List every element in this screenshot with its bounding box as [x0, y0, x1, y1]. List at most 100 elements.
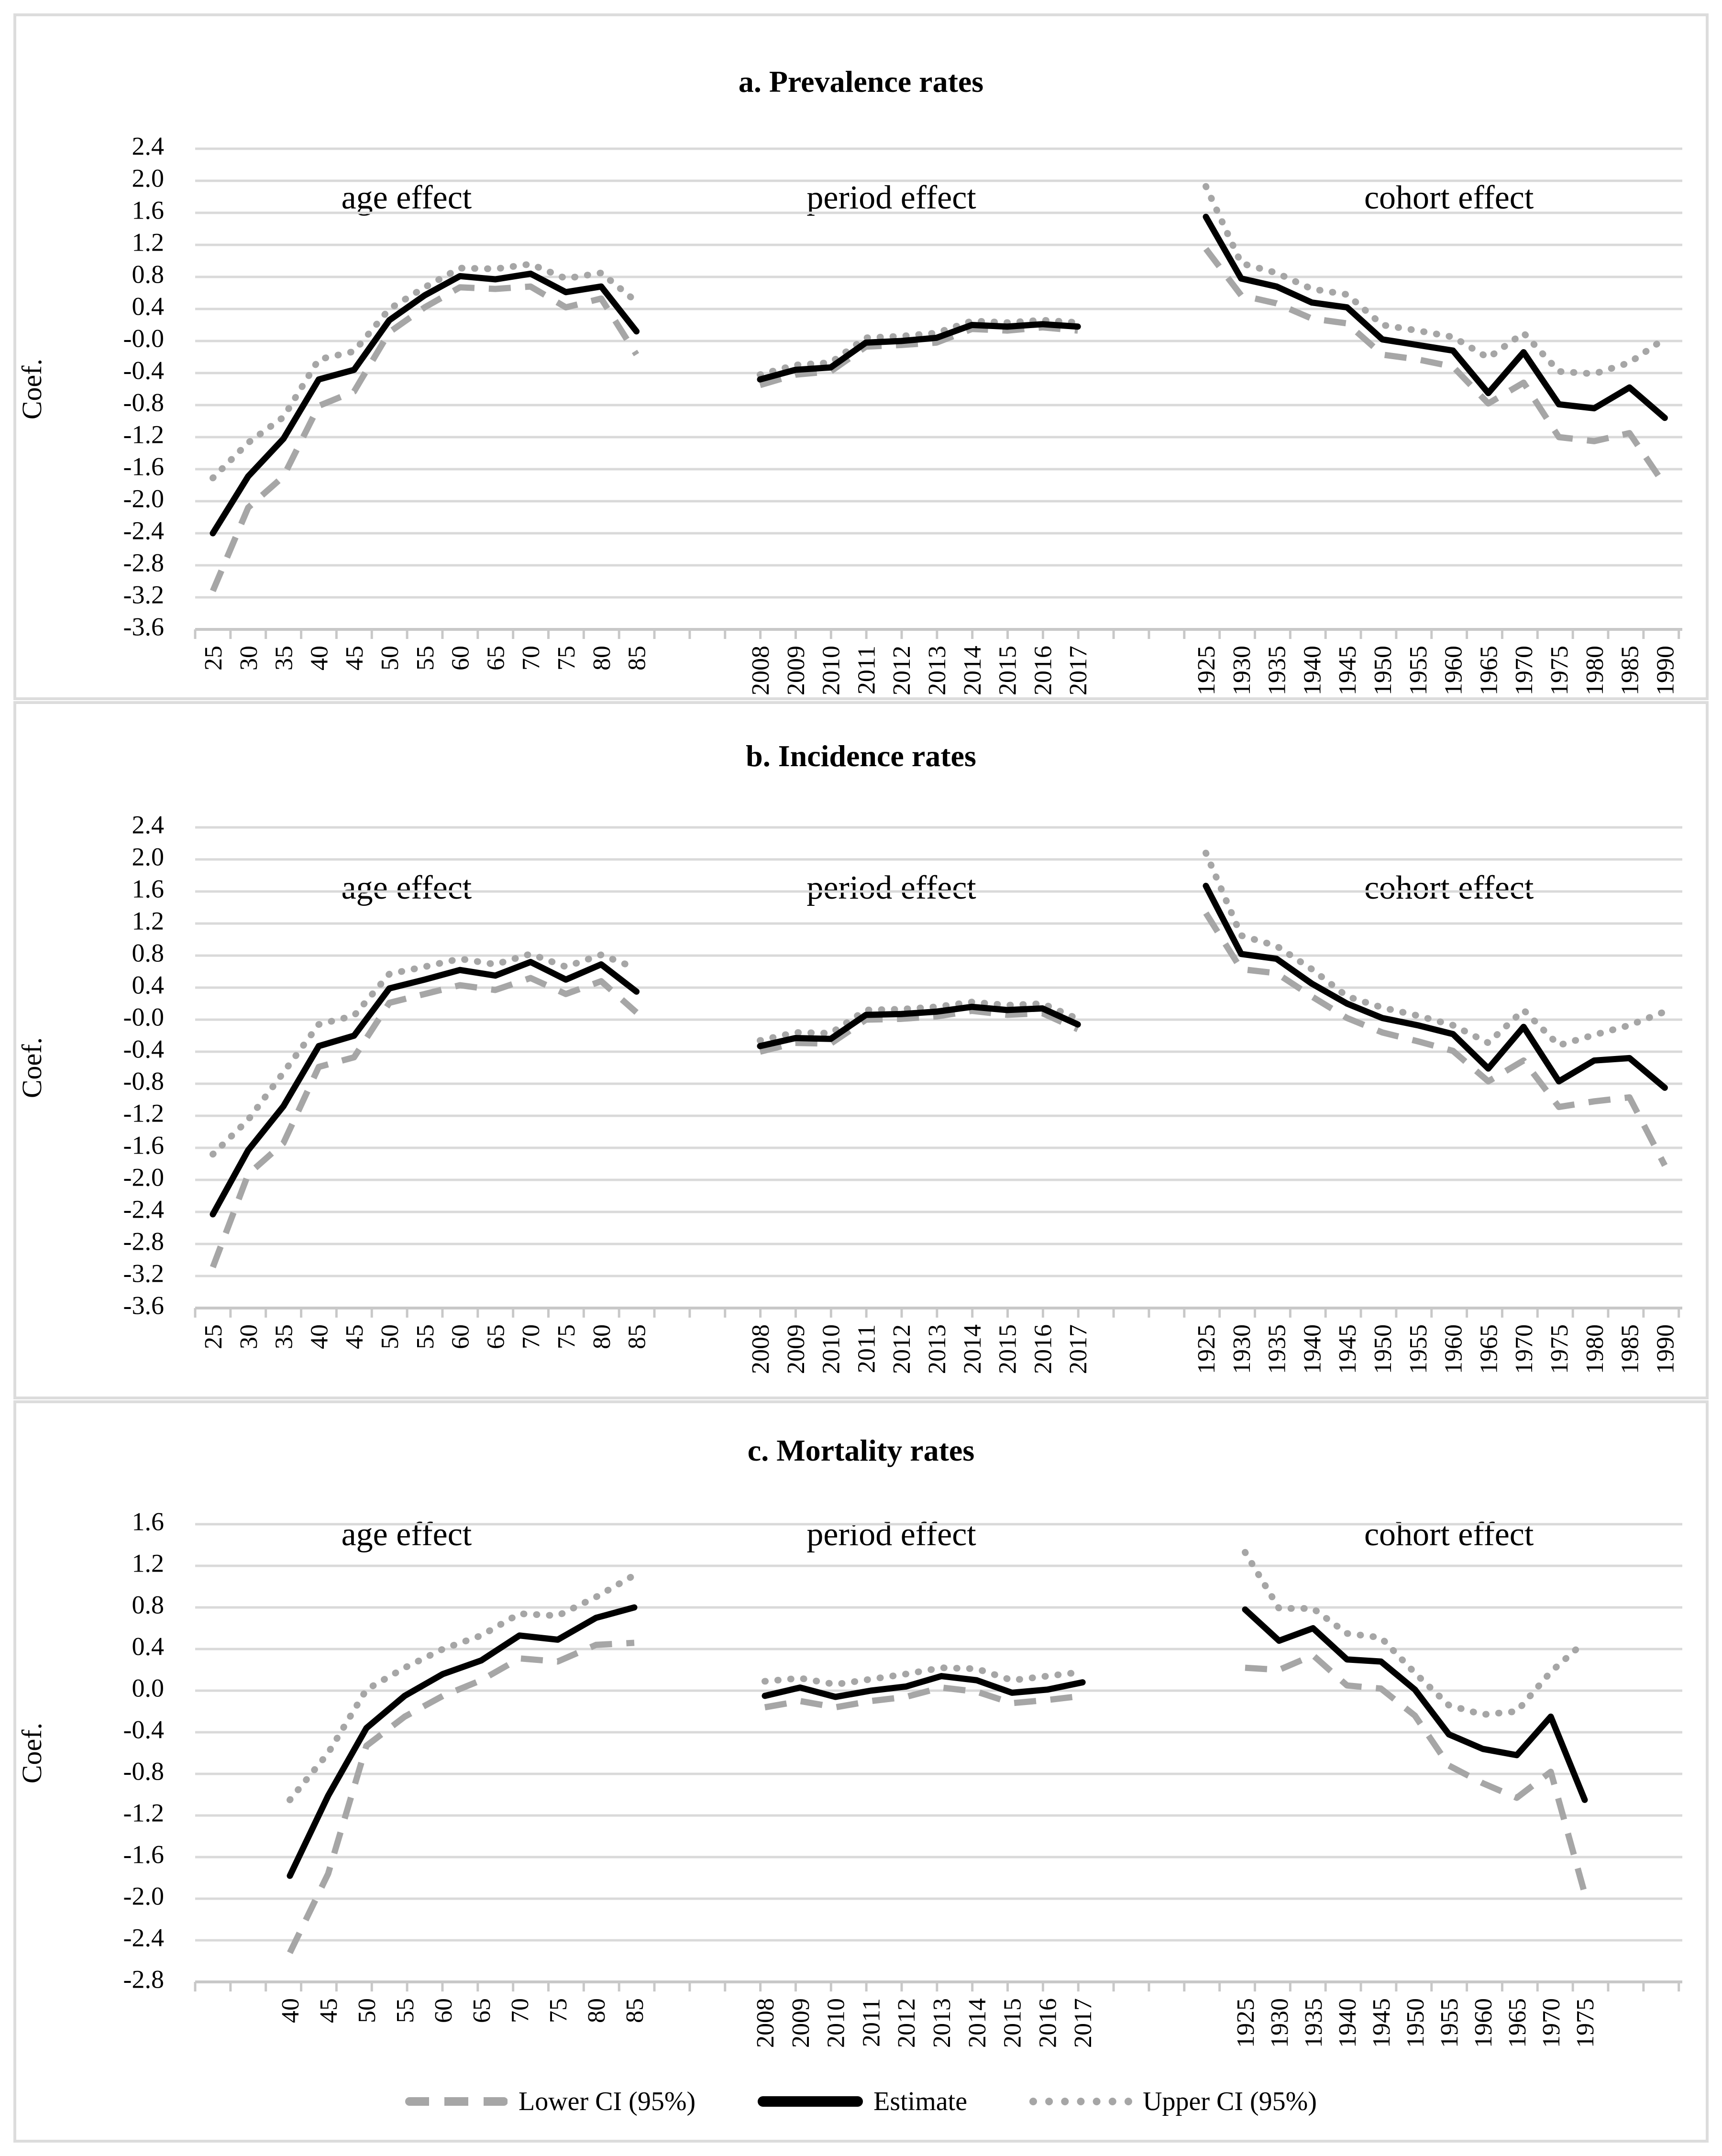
- x-tick-label: 60: [430, 1998, 457, 2023]
- lower-ci-line: [210, 975, 639, 1268]
- x-tick-label: 2008: [747, 646, 774, 695]
- y-tick-label: -0.8: [123, 1757, 164, 1785]
- x-tick-label: 35: [271, 1324, 298, 1349]
- y-tick-label: 0.8: [132, 938, 165, 967]
- x-tick-label: 1930: [1228, 1324, 1256, 1374]
- x-tick-label: 2008: [747, 1324, 774, 1374]
- x-tick-label: 45: [341, 646, 368, 671]
- dashed-line-icon: [405, 2097, 508, 2106]
- x-tick-label: 75: [553, 646, 580, 671]
- lower-ci-line: [210, 283, 640, 593]
- upper-ci-line: [210, 950, 640, 1158]
- x-tick-label: 1975: [1572, 1998, 1599, 2048]
- y-tick-label: 1.2: [132, 906, 165, 935]
- x-tick-label: 2011: [853, 646, 880, 694]
- apc-figure: a. Prevalence rates age effect period ef…: [13, 13, 1709, 2143]
- x-tick-label: 85: [624, 1324, 651, 1349]
- incidence-period-effect-label: period effect: [806, 869, 976, 906]
- x-tick-label: 2013: [924, 646, 951, 695]
- y-axis-title: Coef.: [16, 1723, 47, 1783]
- x-tick-label: 1960: [1470, 1998, 1497, 2048]
- y-tick-label: -2.0: [123, 1163, 164, 1191]
- x-tick-label: 40: [277, 1998, 304, 2023]
- incidence-cohort-effect-label: cohort effect: [1364, 869, 1534, 906]
- x-tick-label: 45: [341, 1324, 368, 1349]
- x-tick-label: 1930: [1228, 646, 1256, 695]
- upper-ci-line: [210, 261, 640, 482]
- x-tick-label: 65: [482, 1324, 509, 1349]
- upper-ci-line: [757, 317, 1082, 378]
- x-tick-label: 2014: [964, 1998, 991, 2048]
- x-tick-label: 2010: [823, 1998, 850, 2048]
- upper-ci-line: [762, 1664, 1086, 1688]
- x-tick-label: 1945: [1334, 646, 1361, 695]
- x-tick-label: 1985: [1617, 1324, 1644, 1374]
- x-tick-label: 1925: [1193, 1324, 1220, 1374]
- y-tick-label: 1.2: [132, 228, 165, 256]
- x-tick-label: 2012: [888, 1324, 916, 1374]
- y-tick-label: -2.0: [123, 484, 164, 513]
- y-tick-label: -0.4: [123, 1034, 164, 1063]
- x-tick-label: 1935: [1264, 1324, 1291, 1374]
- x-tick-label: 1990: [1652, 646, 1679, 695]
- mortality-period-effect-label: period effect: [806, 1516, 976, 1553]
- y-tick-label: -2.8: [123, 1965, 164, 1993]
- x-tick-label: 70: [507, 1998, 534, 2023]
- y-tick-label: -1.2: [123, 1099, 164, 1127]
- x-tick-label: 2015: [994, 1324, 1022, 1374]
- x-tick-label: 2010: [818, 646, 845, 695]
- x-tick-label: 80: [588, 1324, 616, 1349]
- x-tick-label: 2009: [783, 646, 810, 695]
- y-tick-label: 0.4: [132, 970, 165, 999]
- prevalence-chart: 2.4 2.0 1.6 1.2 0.8 0.4 -0.0 -0.4 -0.8 -1.2 -1.6 -2…: [16, 132, 1682, 695]
- y-tick-label: 0.8: [132, 1590, 165, 1619]
- incidence-age-effect-label: age effect: [341, 869, 472, 906]
- estimate-line: [287, 1604, 638, 1879]
- x-tick-label: 85: [621, 1998, 649, 2023]
- legend: Lower CI (95%) Estimate Upper CI (95%): [16, 2086, 1706, 2117]
- y-axis-title: Coef.: [16, 359, 47, 419]
- lower-ci-line: [759, 1008, 1079, 1055]
- legend-item-estimate: Estimate: [758, 2086, 967, 2117]
- x-tick-label: 1930: [1266, 1998, 1293, 2048]
- legend-item-lower-ci: Lower CI (95%): [405, 2086, 695, 2117]
- x-tick-label: 1925: [1193, 646, 1220, 695]
- legend-label-lower-ci: Lower CI (95%): [519, 2087, 696, 2116]
- lower-ci-line: [764, 1684, 1083, 1711]
- y-tick-label: 1.2: [132, 1549, 165, 1577]
- upper-ci-line: [1203, 183, 1668, 377]
- y-tick-label: -3.2: [123, 1259, 164, 1287]
- prevalence-period-effect-label: period effect: [806, 179, 976, 216]
- x-tick-label: 50: [376, 1324, 404, 1349]
- upper-ci-line: [1203, 849, 1668, 1049]
- upper-ci-line: [1242, 1549, 1588, 1718]
- x-tick-label: 40: [306, 1324, 333, 1349]
- panel-mortality-title: c. Mortality rates: [747, 1433, 975, 1467]
- y-tick-label: 0.4: [132, 292, 165, 320]
- x-tick-label: 1955: [1405, 646, 1432, 695]
- mortality-age-effect-label: age effect: [341, 1516, 472, 1553]
- x-tick-label: 2017: [1065, 646, 1092, 695]
- x-tick-label: 50: [353, 1998, 381, 2023]
- x-tick-label: 1945: [1368, 1998, 1395, 2048]
- upper-ci-line: [757, 999, 1082, 1044]
- y-tick-label: -1.2: [123, 1798, 164, 1827]
- estimate-line: [1203, 882, 1668, 1091]
- estimate-line: [210, 270, 640, 537]
- x-tick-label: 65: [468, 1998, 496, 2023]
- x-tick-label: 2017: [1065, 1324, 1092, 1374]
- x-tick-label: 75: [553, 1324, 580, 1349]
- y-tick-label: -1.6: [123, 452, 164, 481]
- x-tick-label: 55: [412, 1324, 439, 1349]
- y-tick-label: -2.8: [123, 548, 164, 577]
- y-tick-label: -2.0: [123, 1881, 164, 1910]
- legend-item-upper-ci: Upper CI (95%): [1029, 2086, 1317, 2117]
- x-tick-label: 1950: [1369, 1324, 1397, 1374]
- x-tick-label: 60: [447, 1324, 475, 1349]
- y-tick-label: -2.4: [123, 516, 164, 545]
- x-tick-label: 2012: [888, 646, 916, 695]
- x-tick-label: 2012: [893, 1998, 920, 2048]
- x-tick-label: 35: [271, 646, 298, 671]
- dotted-line-icon: [1029, 2098, 1133, 2105]
- estimate-line: [762, 1673, 1086, 1700]
